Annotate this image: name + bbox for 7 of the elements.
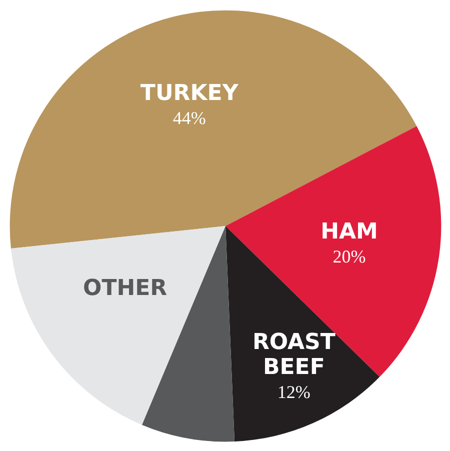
- slice-label: HAM: [320, 219, 378, 244]
- slice-label: TURKEY: [140, 80, 240, 106]
- data-label: 12%: [277, 382, 310, 402]
- data-label: 20%: [332, 246, 366, 266]
- slice-label: OTHER: [83, 276, 168, 301]
- slice-label: ROAST BEEF: [252, 330, 336, 380]
- data-label: 44%: [172, 108, 206, 128]
